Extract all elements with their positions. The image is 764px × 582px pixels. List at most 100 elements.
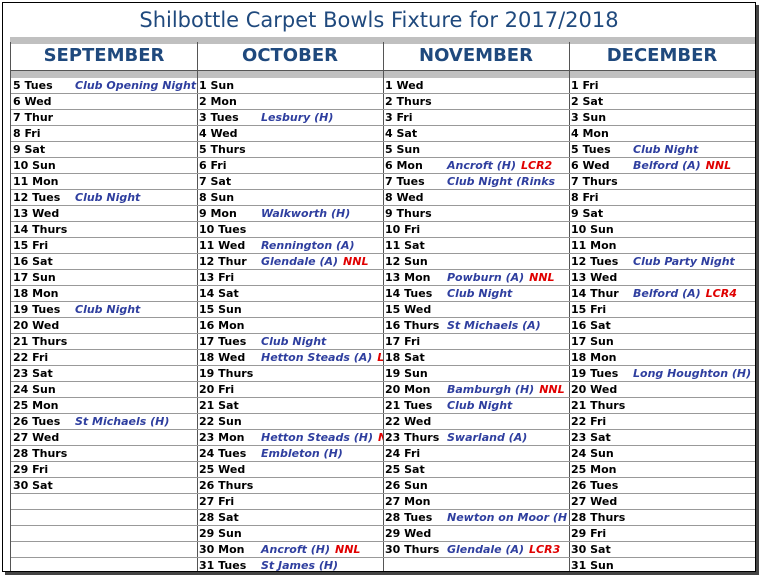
day-label: 9 Thurs bbox=[385, 207, 432, 220]
day-row bbox=[11, 558, 197, 571]
event: Club Night bbox=[447, 287, 513, 300]
event: Belford (A) bbox=[633, 287, 701, 300]
day-row: 31 Sun bbox=[569, 558, 755, 572]
day-row: 20 Fri bbox=[197, 382, 383, 398]
day-row: 26 Thurs bbox=[197, 478, 383, 494]
separator bbox=[10, 71, 755, 78]
day-row: 6 Fri bbox=[197, 158, 383, 174]
competition-tag: NNL bbox=[334, 543, 361, 556]
competition-tag: NNL bbox=[378, 431, 383, 444]
day-row: 9 Mon Walkworth (H) bbox=[197, 206, 383, 222]
day-label: 1 Fri bbox=[571, 79, 599, 92]
day-row: 24 Tues Embleton (H) bbox=[197, 446, 383, 462]
competition-tag: NNL bbox=[539, 383, 565, 396]
event: Long Houghton (H) bbox=[633, 367, 752, 380]
event: Belford (A) bbox=[633, 159, 701, 172]
event: Hetton Steads (A) bbox=[261, 351, 373, 364]
day-label: 13 Wed bbox=[13, 207, 60, 220]
day-label: 12 Tues bbox=[571, 255, 619, 268]
separator bbox=[10, 37, 755, 44]
day-label: 7 Sat bbox=[199, 175, 232, 188]
day-row: 20 Wed bbox=[11, 318, 197, 334]
day-row: 31 Tues St James (H) bbox=[197, 558, 383, 572]
day-row: 11 Wed Rennington (A) bbox=[197, 238, 383, 254]
day-row: 16 Thurs St Michaels (A) bbox=[383, 318, 569, 334]
day-label: 20 Mon bbox=[385, 383, 431, 396]
event: Walkworth (H) bbox=[261, 207, 351, 220]
day-label: 30 Sat bbox=[13, 479, 53, 492]
day-label: 31 Sun bbox=[571, 559, 614, 572]
day-label: 9 Sat bbox=[571, 207, 604, 220]
day-row: 24 Fri bbox=[383, 446, 569, 462]
day-row: 6 Wed Belford (A) NNL bbox=[569, 158, 755, 174]
day-row: 12 Thur Glendale (A) NNL bbox=[197, 254, 383, 270]
day-label: 14 Sat bbox=[199, 287, 239, 300]
day-label: 29 Fri bbox=[13, 463, 49, 476]
day-row: 18 Mon bbox=[11, 286, 197, 302]
day-label: 17 Fri bbox=[385, 335, 421, 348]
event: Glendale (A) bbox=[261, 255, 339, 268]
competition-tag: LCR bbox=[377, 351, 383, 364]
day-label: 25 Wed bbox=[199, 463, 246, 476]
day-label: 2 Sat bbox=[571, 95, 604, 108]
day-label: 8 Wed bbox=[385, 191, 424, 204]
day-row: 9 Sat bbox=[11, 142, 197, 158]
day-label: 13 Fri bbox=[199, 271, 235, 284]
title: Shilbottle Carpet Bowls Fixture for 2017… bbox=[139, 8, 619, 32]
day-label: 17 Sun bbox=[13, 271, 56, 284]
day-row: 27 Mon bbox=[383, 494, 569, 510]
day-row: 25 Wed bbox=[197, 462, 383, 478]
day-list: 5 Tues Club Opening Night 6 Wed 7 Thur 8 Fri… bbox=[11, 78, 197, 571]
day-label: 16 Mon bbox=[199, 319, 245, 332]
month-column: SEPTEMBER 5 Tues Club Opening Night 6 Wed 7 … bbox=[10, 42, 198, 571]
event: Club Night bbox=[75, 191, 141, 204]
day-label: 29 Fri bbox=[571, 527, 607, 540]
day-label: 19 Tues bbox=[571, 367, 619, 380]
day-label: 21 Sat bbox=[199, 399, 239, 412]
day-label: 15 Sun bbox=[199, 303, 242, 316]
day-row: 13 Wed bbox=[569, 270, 755, 286]
day-row: 30 Thurs Glendale (A) LCR3 bbox=[383, 542, 569, 558]
day-row: 11 Mon bbox=[11, 174, 197, 190]
day-label: 11 Mon bbox=[13, 175, 59, 188]
day-row: 10 Fri bbox=[383, 222, 569, 238]
month-column: OCTOBER 1 Sun 2 Mon 3 Tues Lesbury (H) 4 Wed 5… bbox=[197, 42, 384, 572]
day-row: 12 Tues Club Party Night bbox=[569, 254, 755, 270]
day-label: 6 Fri bbox=[199, 159, 227, 172]
day-label: 8 Sun bbox=[199, 191, 235, 204]
day-row: 19 Tues Long Houghton (H) bbox=[569, 366, 755, 382]
day-row: 18 Sat bbox=[383, 350, 569, 366]
day-row: 29 Wed bbox=[383, 526, 569, 542]
day-label: 3 Sun bbox=[571, 111, 607, 124]
day-row: 8 Sun bbox=[197, 190, 383, 206]
day-label: 24 Sun bbox=[13, 383, 56, 396]
day-row: 13 Wed bbox=[11, 206, 197, 222]
day-row: 30 Sat bbox=[11, 478, 197, 494]
day-row: 9 Thurs bbox=[383, 206, 569, 222]
day-label: 5 Sun bbox=[385, 143, 421, 156]
day-label: 23 Mon bbox=[199, 431, 245, 444]
day-label: 23 Sat bbox=[13, 367, 53, 380]
event: Lesbury (H) bbox=[261, 111, 334, 124]
event: Club Opening Night bbox=[75, 79, 197, 92]
day-label: 10 Tues bbox=[199, 223, 247, 236]
day-row: 23 Thurs Swarland (A) bbox=[383, 430, 569, 446]
day-row: 16 Sat bbox=[11, 254, 197, 270]
day-label: 15 Fri bbox=[13, 239, 49, 252]
day-row bbox=[11, 494, 197, 510]
day-row: 17 Fri bbox=[383, 334, 569, 350]
day-label: 1 Wed bbox=[385, 79, 424, 92]
day-label: 4 Mon bbox=[571, 127, 609, 140]
day-row: 1 Wed bbox=[383, 78, 569, 94]
day-label: 19 Thurs bbox=[199, 367, 254, 380]
day-row: 11 Sat bbox=[383, 238, 569, 254]
day-row: 2 Mon bbox=[197, 94, 383, 110]
day-label: 22 Fri bbox=[13, 351, 49, 364]
day-row: 15 Fri bbox=[569, 302, 755, 318]
day-label: 11 Mon bbox=[571, 239, 617, 252]
day-row: 22 Fri bbox=[569, 414, 755, 430]
day-row: 4 Mon bbox=[569, 126, 755, 142]
day-label: 31 Tues bbox=[199, 559, 247, 572]
day-label: 25 Mon bbox=[13, 399, 59, 412]
day-row: 30 Sat bbox=[569, 542, 755, 558]
